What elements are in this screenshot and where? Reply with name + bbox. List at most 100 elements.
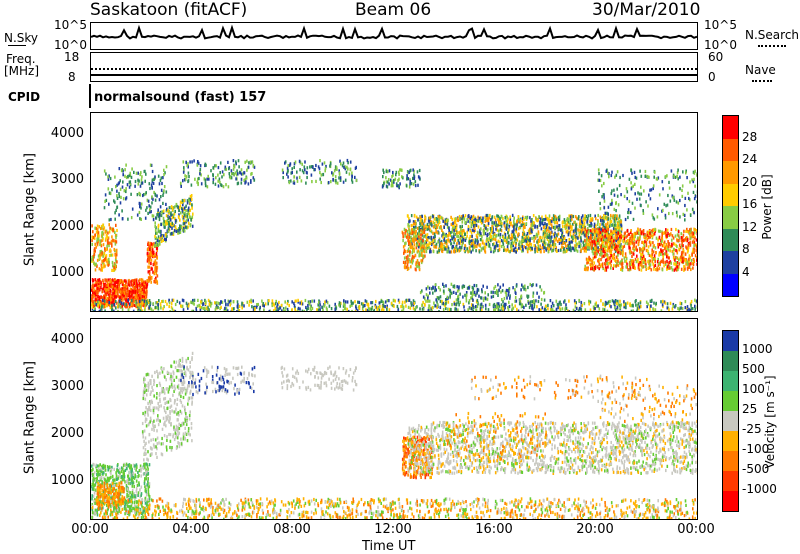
echo-cell: [114, 175, 116, 179]
echo-cell: [181, 198, 184, 203]
echo-cell: [558, 238, 560, 242]
echo-cell: [346, 165, 348, 169]
echo-cell: [637, 266, 640, 270]
echo-cell: [615, 243, 617, 247]
echo-cell: [159, 230, 162, 234]
echo-cell: [443, 245, 445, 249]
echo-cell: [596, 252, 598, 256]
echo-cell: [418, 226, 421, 230]
echo-cell: [490, 218, 492, 222]
echo-cell: [424, 254, 426, 258]
echo-cell: [640, 258, 643, 262]
echo-cell: [176, 205, 179, 209]
echo-cell: [413, 236, 415, 240]
echo-cell: [523, 217, 525, 221]
echo-cell: [502, 242, 505, 246]
echo-cell: [161, 181, 163, 186]
echo-cell: [164, 220, 167, 224]
echo-cell: [555, 237, 558, 241]
echo-cell: [631, 254, 633, 258]
echo-cell: [157, 224, 160, 229]
echo-cell: [418, 261, 420, 265]
echo-cell: [656, 268, 659, 272]
echo-cell: [237, 172, 239, 176]
echo-cell: [597, 213, 599, 218]
echo-cell: [421, 253, 423, 257]
echo-cell: [607, 265, 609, 269]
echo-cell: [468, 237, 471, 241]
echo-cell: [253, 165, 256, 169]
echo-cell: [97, 240, 100, 244]
echo-cell: [673, 242, 676, 246]
echo-cell: [523, 245, 526, 249]
echo-cell: [459, 236, 461, 240]
echo-cell: [181, 298, 184, 302]
echo-cell: [605, 249, 607, 253]
echo-cell: [674, 267, 677, 271]
echo-cell: [470, 231, 473, 235]
echo-cell: [155, 266, 158, 270]
echo-cell: [400, 168, 402, 172]
echo-cell: [310, 165, 313, 169]
echo-cell: [241, 303, 243, 307]
echo-cell: [540, 239, 543, 243]
echo-cell: [249, 160, 252, 164]
echo-cell: [588, 257, 590, 261]
echo-cell: [93, 294, 95, 298]
echo-cell: [664, 247, 666, 251]
echo-cell: [671, 234, 674, 238]
echo-cell: [685, 236, 688, 240]
echo-cell: [552, 248, 554, 253]
echo-cell: [424, 224, 427, 228]
echo-cell: [598, 257, 601, 261]
echo-cell: [571, 225, 573, 229]
echo-cell: [493, 215, 496, 219]
echo-cell: [527, 235, 530, 239]
echo-cell: [459, 300, 461, 304]
echo-cell: [293, 181, 296, 185]
echo-cell: [581, 214, 584, 218]
echo-cell: [127, 174, 129, 179]
echo-cell: [148, 270, 151, 274]
echo-cell: [97, 278, 100, 282]
echo-cell: [408, 253, 411, 257]
echo-cell: [414, 254, 417, 258]
echo-cell: [579, 243, 582, 247]
echo-cell: [621, 261, 624, 265]
echo-cell: [586, 261, 588, 265]
echo-cell: [687, 245, 690, 249]
echo-cell: [608, 249, 611, 253]
echo-cell: [499, 236, 502, 240]
echo-cell: [304, 160, 306, 164]
echo-cell: [621, 251, 623, 255]
echo-cell: [402, 235, 404, 239]
echo-cell: [487, 232, 489, 236]
echo-cell: [116, 280, 118, 284]
echo-cell: [154, 267, 156, 271]
echo-cell: [490, 235, 493, 239]
echo-cell: [585, 233, 587, 237]
echo-cell: [162, 201, 164, 205]
echo-cell: [122, 294, 124, 298]
echo-cell: [524, 235, 527, 239]
echo-cell: [136, 294, 139, 298]
echo-cell: [486, 218, 488, 222]
echo-cell: [286, 166, 289, 170]
echo-cell: [578, 235, 580, 239]
echo-cell: [413, 220, 416, 224]
echo-cell: [94, 226, 96, 230]
echo-cell: [415, 215, 418, 219]
echo-cell: [624, 231, 626, 235]
echo-cell: [521, 220, 524, 224]
echo-cell: [519, 220, 521, 224]
echo-cell: [649, 243, 652, 247]
echo-cell: [569, 222, 572, 226]
echo-cell: [423, 230, 426, 234]
echo-cell: [162, 176, 164, 180]
echo-cell: [688, 228, 691, 232]
echo-cell: [113, 247, 116, 252]
echo-cell: [459, 225, 461, 229]
echo-cell: [441, 228, 443, 232]
echo-cell: [158, 230, 161, 234]
echo-cell: [453, 224, 455, 228]
